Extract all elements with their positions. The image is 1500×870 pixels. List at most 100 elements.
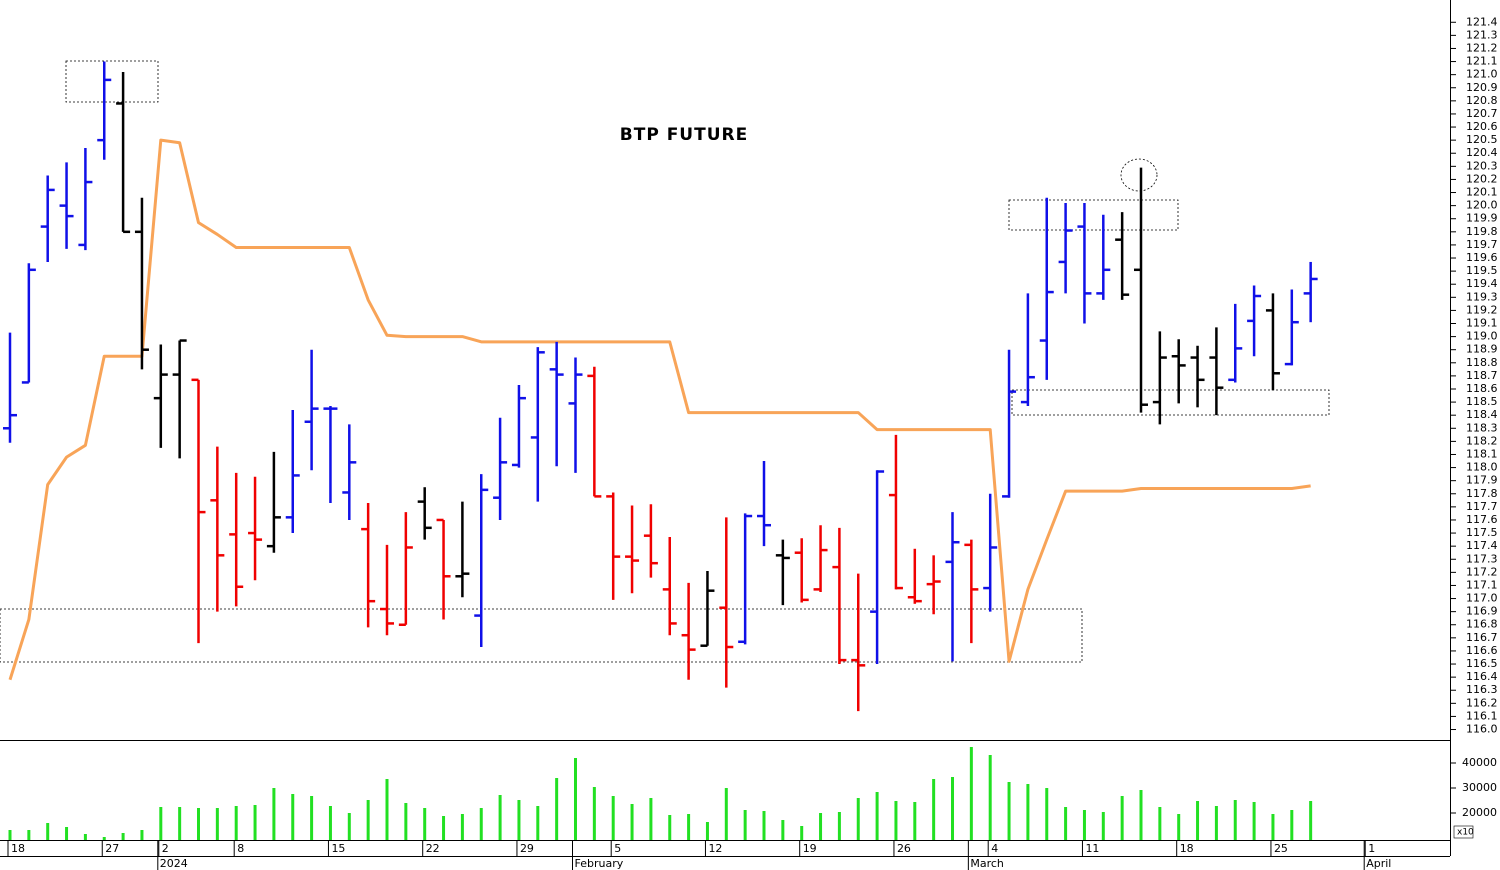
volume-bar [1101,812,1105,840]
volume-bar [347,813,351,840]
y-tick-label: 120.2 [1466,172,1498,185]
volume-bar [178,807,182,840]
y-tick-label: 116.6 [1466,644,1498,657]
multiplier-box [1453,825,1474,839]
volume-tick-label: 40000 [1462,756,1497,769]
volume-bar [328,806,332,840]
y-tick-label: 120.6 [1466,120,1498,133]
volume-bar [291,794,295,840]
x-tick-label: 15 [331,842,345,855]
volume-bar [498,795,502,840]
y-tick-label: 118.3 [1466,421,1498,434]
y-tick-label: 121.1 [1466,55,1498,68]
volume-bar [159,807,163,840]
y-tick-label: 119.8 [1466,225,1498,238]
volume-bar [536,806,540,840]
x-tick-label: 26 [897,842,911,855]
annotation-box [1008,199,1179,231]
chart-title: BTP FUTURE [620,125,748,145]
volume-bar [404,803,408,840]
volume-bar [913,802,917,840]
y-tick-label: 117.5 [1466,526,1498,539]
volume-bar [479,808,483,840]
volume-bar [121,833,125,840]
volume-bar [743,810,747,840]
y-tick-label: 116.0 [1466,723,1498,736]
y-tick-label: 118.9 [1466,343,1498,356]
x-tick-label: 1 [1368,842,1375,855]
volume-bar [781,820,785,840]
volume-bar [1309,801,1313,840]
y-tick-label: 116.4 [1466,670,1498,683]
volume-bar [988,755,992,840]
volume-bar [630,804,634,840]
volume-bar [705,822,709,840]
y-tick-label: 121.3 [1466,28,1498,41]
volume-bar [423,808,427,840]
volume-bar [837,812,841,840]
x-tick-label: 11 [1085,842,1099,855]
y-tick-label: 118.1 [1466,447,1498,460]
x-tick-label: 19 [803,842,817,855]
volume-bar [8,830,12,840]
month-label: 2024 [160,857,188,870]
volume-bar [102,837,106,840]
volume-bar [1214,806,1218,840]
y-tick-label: 117.3 [1466,552,1498,565]
volume-bar [649,798,653,840]
y-tick-label: 120.8 [1466,94,1498,107]
volume-bar [1158,807,1162,840]
y-tick-label: 117.1 [1466,578,1498,591]
annotation-circle [1120,158,1158,192]
month-label: April [1366,857,1391,870]
x-tick-label: 25 [1274,842,1288,855]
y-tick-label: 119.4 [1466,277,1498,290]
y-tick-label: 120.5 [1466,133,1498,146]
volume-tick-label: 30000 [1462,781,1497,794]
y-tick-label: 121.2 [1466,41,1498,54]
volume-bar [1082,810,1086,840]
volume-bar [253,805,257,840]
volume-bar [385,779,389,840]
y-tick-label: 118.6 [1466,382,1498,395]
y-tick-label: 120.3 [1466,159,1498,172]
volume-bar [555,778,559,840]
volume-bar [592,787,596,840]
volume-bar [1026,784,1030,840]
y-tick-label: 119.0 [1466,330,1498,343]
x-tick-label: 29 [520,842,534,855]
volume-bar [140,830,144,840]
y-tick-label: 119.2 [1466,303,1498,316]
volume-bar [969,747,973,840]
volume-bar [1007,782,1011,840]
volume-bar [272,788,276,840]
y-tick-label: 119.6 [1466,251,1498,264]
y-tick-label: 120.4 [1466,146,1498,159]
y-tick-label: 119.3 [1466,290,1498,303]
y-tick-label: 120.1 [1466,186,1498,199]
y-tick-label: 120.9 [1466,81,1498,94]
y-tick-label: 118.4 [1466,408,1498,421]
volume-bar [894,801,898,840]
volume-bar [951,777,954,840]
y-tick-label: 117.7 [1466,500,1498,513]
volume-multiplier: x10 [1457,828,1474,838]
x-tick-label: 18 [11,842,25,855]
y-tick-label: 120.0 [1466,199,1498,212]
volume-bar [27,830,31,840]
volume-bar [366,800,370,840]
annotation-box [1011,389,1330,416]
volume-bar [819,813,823,840]
month-label: March [970,857,1004,870]
x-tick-label: 18 [1180,842,1194,855]
x-tick-label: 4 [991,842,998,855]
volume-bar [724,788,728,840]
y-tick-label: 117.8 [1466,487,1498,500]
y-tick-label: 117.2 [1466,565,1498,578]
x-tick-label: 2 [162,842,169,855]
volume-bar [932,779,936,840]
y-tick-label: 116.5 [1466,657,1498,670]
y-tick-label: 117.9 [1466,474,1498,487]
